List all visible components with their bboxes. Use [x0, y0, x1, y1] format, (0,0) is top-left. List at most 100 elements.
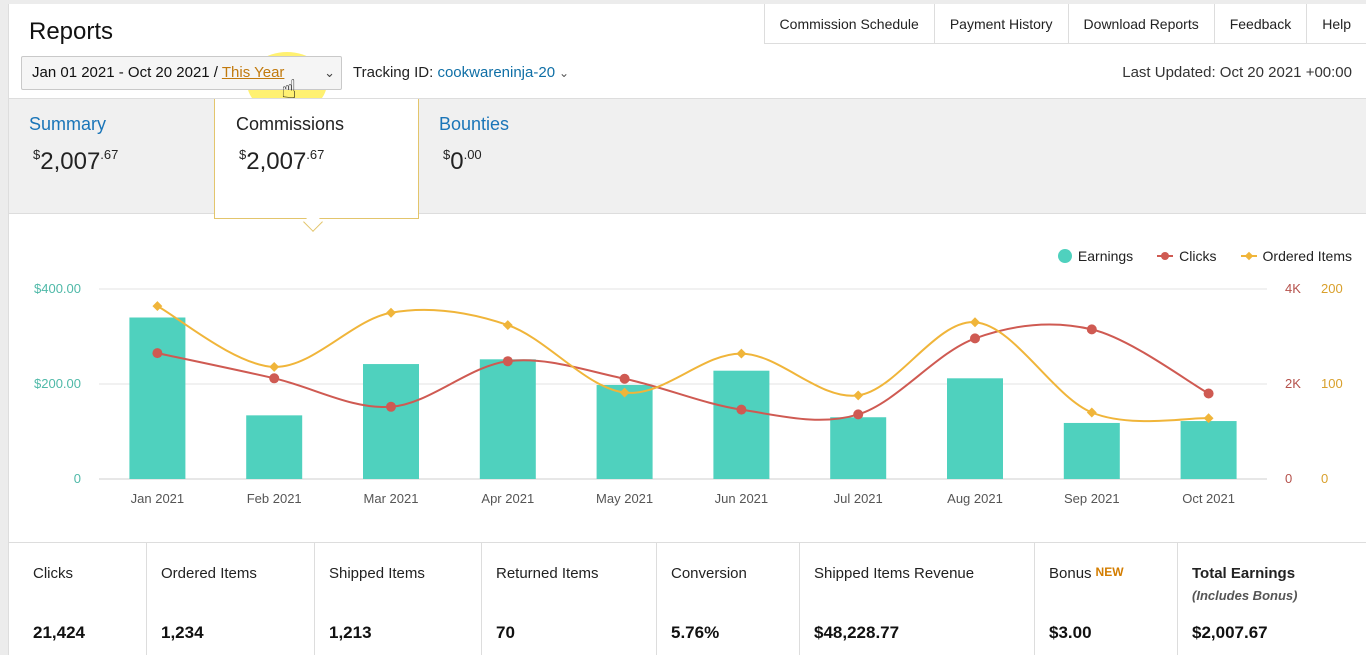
- tab-commissions-amount: $2,007.67: [239, 147, 325, 175]
- tab-summary-amount: $2,007.67: [33, 147, 119, 175]
- help-button[interactable]: Help: [1307, 4, 1366, 43]
- chart-legend: Earnings Clicks Ordered Items: [1057, 248, 1352, 264]
- earnings-bar: [129, 317, 186, 479]
- legend-ordered-items-swatch: [1240, 255, 1257, 257]
- page-title: Reports: [29, 18, 114, 45]
- stat-returned-items: Returned Items 70: [482, 543, 657, 655]
- tab-bounties-amount: $0.00: [443, 147, 482, 175]
- stat-clicks-label: Clicks: [33, 565, 73, 582]
- ordered-items-point: [619, 387, 630, 398]
- ordered-items-point: [269, 361, 280, 372]
- stat-returned-items-label: Returned Items: [496, 565, 599, 582]
- ordered-items-point: [386, 307, 396, 318]
- stat-clicks-value: 21,424: [33, 623, 85, 642]
- tab-bounties[interactable]: Bounties $0.00: [419, 99, 624, 215]
- clicks-point: [1203, 388, 1214, 399]
- x-tick-label: May 2021: [596, 491, 653, 506]
- tab-summary[interactable]: Summary $2,007.67: [9, 99, 214, 215]
- date-range-text: Jan 01 2021 - Oct 20 2021 /: [32, 64, 222, 81]
- commission-schedule-button[interactable]: Commission Schedule: [764, 4, 935, 43]
- x-tick-label: Jun 2021: [715, 491, 769, 506]
- tab-commissions[interactable]: Commissions $2,007.67: [214, 99, 419, 219]
- earnings-bar: [1063, 422, 1120, 479]
- stat-bonus-label: Bonus NEW: [1049, 565, 1124, 582]
- payment-history-button[interactable]: Payment History: [934, 4, 1069, 43]
- x-tick-label: Feb 2021: [247, 491, 302, 506]
- earnings-bar: [947, 378, 1003, 479]
- date-preset-link[interactable]: This Year: [221, 64, 285, 81]
- stat-shipped-revenue-label: Shipped Items Revenue: [814, 565, 975, 582]
- legend-ordered-items-label: Ordered Items: [1262, 248, 1352, 264]
- earnings-chart: 0 $200.00 $400.00 0 2K 4K 0 100 200 Jan 2021 Feb 2…: [34, 281, 1343, 506]
- earnings-bar: [363, 364, 419, 479]
- legend-clicks-swatch: [1157, 252, 1174, 260]
- clicks-point: [502, 356, 513, 367]
- hand-pointer-icon: ☝: [281, 74, 297, 104]
- stat-ordered-items-value: 1,234: [161, 623, 204, 642]
- stat-shipped-items-label: Shipped Items: [329, 565, 425, 582]
- stat-conversion: Conversion 5.76%: [657, 543, 800, 655]
- y-tick-label-clicks: 0: [1285, 471, 1292, 486]
- x-tick-label: Sep 2021: [1064, 491, 1120, 506]
- clicks-point: [1086, 324, 1097, 335]
- stat-total-earnings-value: $2,007.67: [1192, 623, 1268, 642]
- legend-clicks[interactable]: Clicks: [1157, 248, 1217, 264]
- ordered-items-point: [1203, 413, 1214, 424]
- earnings-bar: [479, 359, 536, 479]
- date-range-select[interactable]: Jan 01 2021 - Oct 20 2021 / This Year ⌄: [21, 56, 342, 90]
- stat-returned-items-value: 70: [496, 623, 515, 642]
- chevron-down-icon: ⌄: [324, 65, 335, 80]
- y-tick-label-items: 200: [1321, 281, 1343, 296]
- clicks-point: [269, 373, 280, 384]
- top-nav: Commission Schedule Payment History Down…: [763, 4, 1366, 44]
- stat-clicks: Clicks 21,424: [9, 543, 147, 655]
- earnings-bar: [246, 415, 303, 479]
- x-tick-label: Mar 2021: [364, 491, 419, 506]
- feedback-button[interactable]: Feedback: [1214, 4, 1308, 43]
- legend-earnings-swatch: [1057, 249, 1072, 263]
- x-tick-label: Aug 2021: [947, 491, 1003, 506]
- earnings-bar: [1180, 421, 1237, 479]
- clicks-point: [619, 373, 630, 384]
- clicks-point: [970, 333, 980, 344]
- stat-shipped-revenue: Shipped Items Revenue $48,228.77: [800, 543, 1035, 655]
- clicks-point: [386, 401, 396, 412]
- chevron-down-icon: ⌄: [559, 66, 570, 80]
- stat-shipped-items-value: 1,213: [329, 623, 372, 642]
- clicks-point: [152, 348, 163, 359]
- download-reports-button[interactable]: Download Reports: [1068, 4, 1215, 43]
- y-tick-label-items: 0: [1321, 471, 1328, 486]
- stat-total-earnings: Total Earnings (Includes Bonus) $2,007.6…: [1178, 543, 1366, 655]
- clicks-point: [853, 409, 864, 420]
- clicks-point: [736, 404, 747, 415]
- tracking-id-value[interactable]: cookwareninja-20: [437, 64, 556, 81]
- report-tabs: Summary $2,007.67 Commissions $2,007.67 …: [9, 98, 1366, 219]
- tab-commissions-label: Commissions: [236, 114, 345, 134]
- tab-bounties-label: Bounties: [439, 114, 510, 134]
- stat-conversion-label: Conversion: [671, 565, 747, 582]
- last-updated: Last Updated: Oct 20 2021 +00:00: [1122, 64, 1352, 81]
- y-tick-label-clicks: 2K: [1285, 376, 1301, 391]
- stat-bonus: Bonus NEW $3.00: [1035, 543, 1178, 655]
- ordered-items-line: [156, 305, 1209, 423]
- stat-conversion-value: 5.76%: [671, 623, 720, 642]
- ordered-items-point: [502, 320, 513, 331]
- y-tick-label-left: $400.00: [34, 281, 81, 296]
- x-tick-label: Apr 2021: [481, 491, 534, 506]
- tab-summary-label: Summary: [29, 114, 107, 134]
- stat-ordered-items-label: Ordered Items: [161, 565, 257, 582]
- legend-earnings[interactable]: Earnings: [1057, 248, 1134, 264]
- ordered-items-point: [970, 317, 980, 328]
- ordered-items-point: [1086, 407, 1097, 418]
- stat-ordered-items: Ordered Items 1,234: [147, 543, 315, 655]
- tracking-id-select[interactable]: Tracking ID: cookwareninja-20 ⌄: [353, 64, 569, 81]
- legend-clicks-label: Clicks: [1179, 248, 1217, 264]
- legend-earnings-label: Earnings: [1077, 248, 1134, 264]
- legend-ordered-items[interactable]: Ordered Items: [1240, 248, 1352, 264]
- y-tick-label-left: $200.00: [34, 376, 81, 391]
- ordered-items-point: [152, 301, 163, 312]
- stat-shipped-items: Shipped Items 1,213: [315, 543, 482, 655]
- y-tick-label-clicks: 4K: [1285, 281, 1301, 296]
- clicks-line: [157, 323, 1210, 421]
- earnings-bar: [713, 370, 770, 479]
